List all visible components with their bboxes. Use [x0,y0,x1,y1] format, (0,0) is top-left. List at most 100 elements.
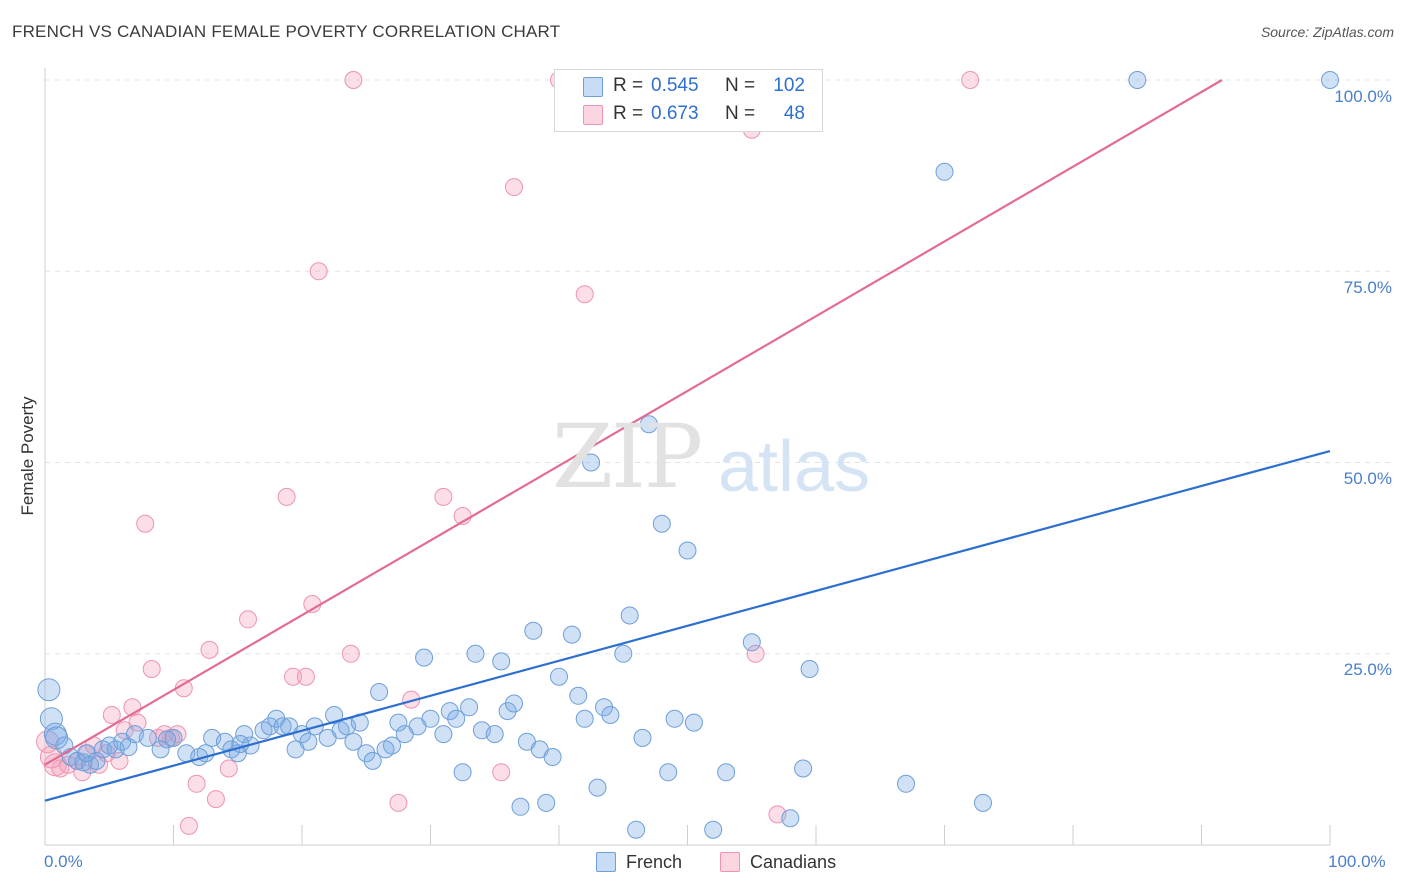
french-point [639,415,658,434]
canadians-point [200,640,219,659]
canadians-point [434,487,453,506]
french-point [659,763,678,782]
canadians-point [179,816,198,835]
legend-r-label: R = [613,103,644,124]
french-point [151,740,170,759]
french-point [119,738,138,757]
french-point [447,709,466,728]
watermark-zip: ZIP [552,405,703,508]
french-point [492,652,511,671]
french-point [742,633,761,652]
french-point [39,707,63,731]
french-point [235,725,254,744]
canadians-point [187,774,206,793]
canadians-point [136,514,155,533]
french-point [601,706,620,724]
french-point [704,820,723,839]
french-points [37,71,1339,839]
x-tick-label: 0.0% [44,852,83,871]
french-point [620,606,639,625]
french-point [498,702,517,721]
french-point [1321,71,1339,89]
canadians-point [142,660,161,678]
french-point [164,728,183,747]
french-point [588,778,607,797]
french-point [344,732,363,751]
canadians-point [505,178,523,197]
french-point [215,732,234,751]
bottom-legend-label-canadians: Canadians [750,852,837,872]
french-point [1128,71,1147,89]
french-point [376,740,395,759]
canadians-point [102,706,121,724]
canadians-point [341,644,360,663]
canadians-point [746,644,765,663]
french-point [575,709,594,728]
legend-n-value: 48 [783,103,805,124]
french-point [652,514,671,533]
french-point [460,698,479,717]
canadians-point [128,713,147,732]
french-point [897,774,915,793]
french-point [415,648,434,667]
french-point [138,728,157,747]
french-point [794,759,813,778]
french-point [935,162,954,181]
french-point [550,667,568,686]
chart-source: Source: ZipAtlas.com [1260,24,1394,40]
y-tick-label: 75.0% [1343,278,1392,297]
canadians-point [389,793,408,812]
legend-n-label: N = [725,103,756,124]
french-point [363,751,382,770]
canadians-point [296,667,315,686]
y-tick-label: 25.0% [1343,660,1392,679]
french-point [505,694,523,713]
bottom-legend-swatch-canadians [720,852,740,872]
french-point [633,728,652,747]
canadians-point [309,262,328,281]
french-point [453,763,472,782]
french-point [665,709,684,728]
french-point [974,793,992,812]
french-point [357,744,376,763]
legend-n-value: 102 [773,75,805,96]
canadians-trend-line [44,79,1223,766]
french-point [717,763,736,782]
canadians-point [219,759,238,778]
french-point [684,713,703,732]
french-point [440,702,459,721]
canadians-point [344,71,363,89]
french-point [43,722,67,746]
canadians-point [961,71,980,89]
french-trend-line [44,449,1331,802]
x-tick-label: 100.0% [1328,852,1386,871]
french-point [87,751,106,770]
french-point [260,717,279,736]
french-point [325,706,344,724]
french-point [582,453,601,472]
french-point [389,713,408,732]
chart-title: FRENCH VS CANADIAN FEMALE POVERTY CORREL… [12,22,561,41]
legend: R = 0.545 N = 102 R = 0.673 N = 48 [554,69,823,132]
y-tick-label: 50.0% [1343,469,1392,488]
french-point [800,660,819,678]
legend-r-value: 0.673 [651,103,699,124]
legend-n-label: N = [725,75,756,96]
canadians-point [110,751,129,770]
y-tick-label: 100.0% [1334,87,1392,106]
legend-swatch-canadians [583,105,603,125]
french-point [781,809,800,828]
bottom-legend-label-french: French [626,852,683,872]
y-axis-label: Female Poverty [18,396,37,516]
french-point [569,686,588,705]
canadians-point [284,667,302,686]
french-point [466,644,485,663]
french-point [158,730,177,749]
french-point [543,748,562,766]
french-point [370,683,389,701]
french-point [678,541,697,560]
canadians-point [73,763,92,782]
axes [44,68,1331,846]
canadians-point [492,763,511,782]
